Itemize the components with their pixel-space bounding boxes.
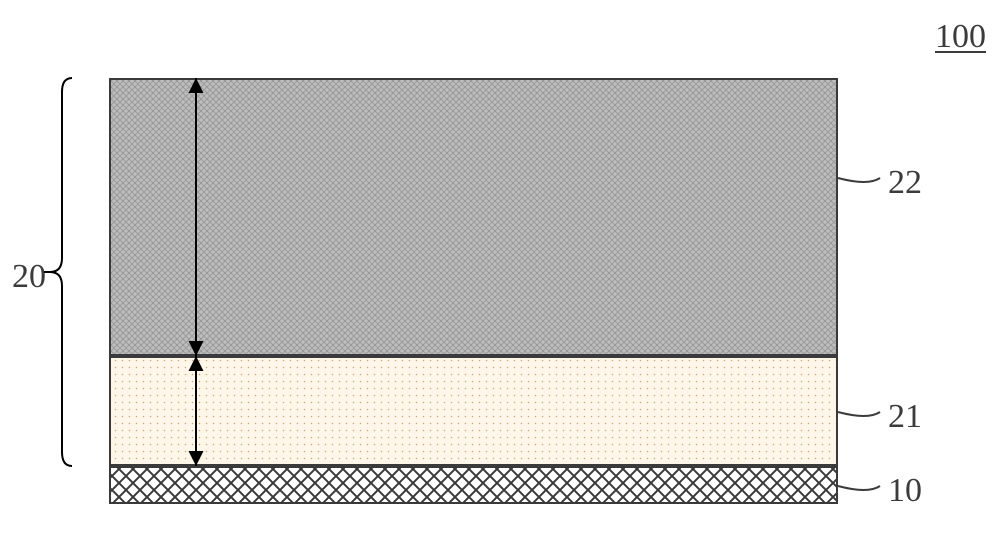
thickness-t1-label: t1 bbox=[210, 400, 235, 437]
layer-21-label: 21 bbox=[888, 398, 922, 436]
leader-lines bbox=[838, 178, 880, 490]
bracket-20 bbox=[44, 78, 72, 466]
figure-number-label: 100 bbox=[935, 18, 986, 56]
thickness-t2-label: t2 bbox=[210, 206, 235, 243]
diagram-canvas: 100 20 t2 t1 22 21 10 bbox=[0, 0, 1000, 557]
layer-10 bbox=[109, 466, 838, 504]
group-20-label: 20 bbox=[12, 258, 46, 296]
layer-10-label: 10 bbox=[888, 472, 922, 510]
layer-22-label: 22 bbox=[888, 164, 922, 202]
